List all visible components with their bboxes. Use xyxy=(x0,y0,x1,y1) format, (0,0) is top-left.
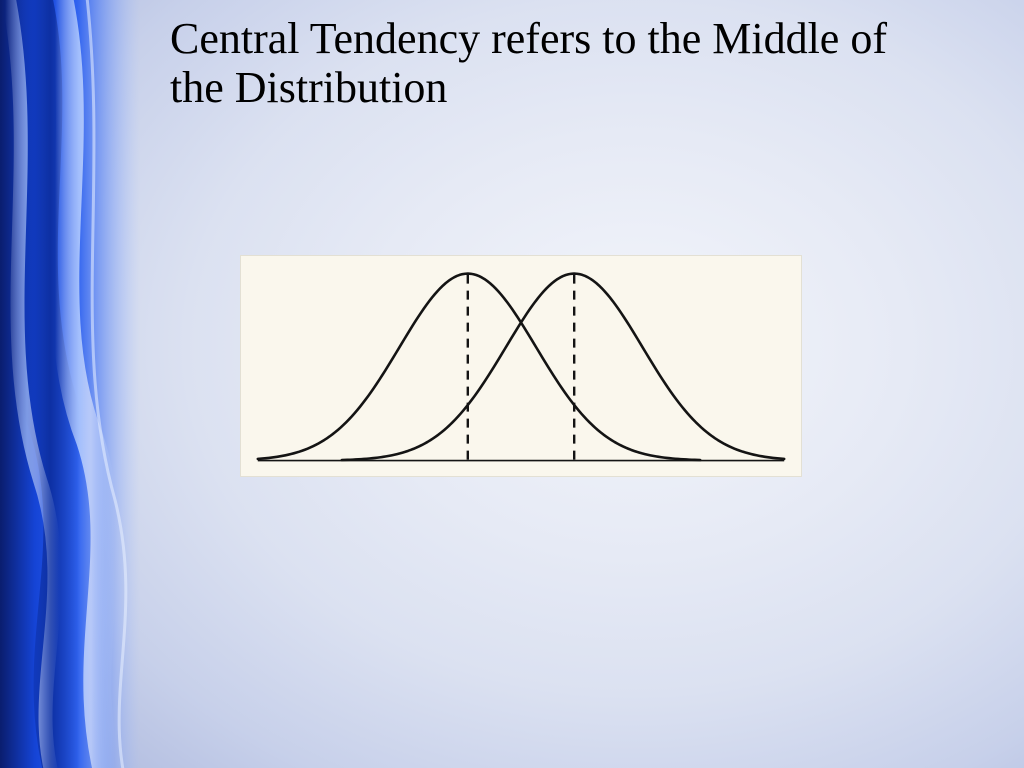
distribution-chart-svg xyxy=(241,256,801,476)
slide: Central Tendency refers to the Middle of… xyxy=(0,0,1024,768)
left-distribution-curve xyxy=(258,274,700,460)
left-band-svg xyxy=(0,0,140,768)
left-decorative-band xyxy=(0,0,140,768)
slide-title: Central Tendency refers to the Middle of… xyxy=(170,14,950,113)
distribution-chart xyxy=(240,255,802,477)
right-distribution-curve xyxy=(342,274,784,460)
